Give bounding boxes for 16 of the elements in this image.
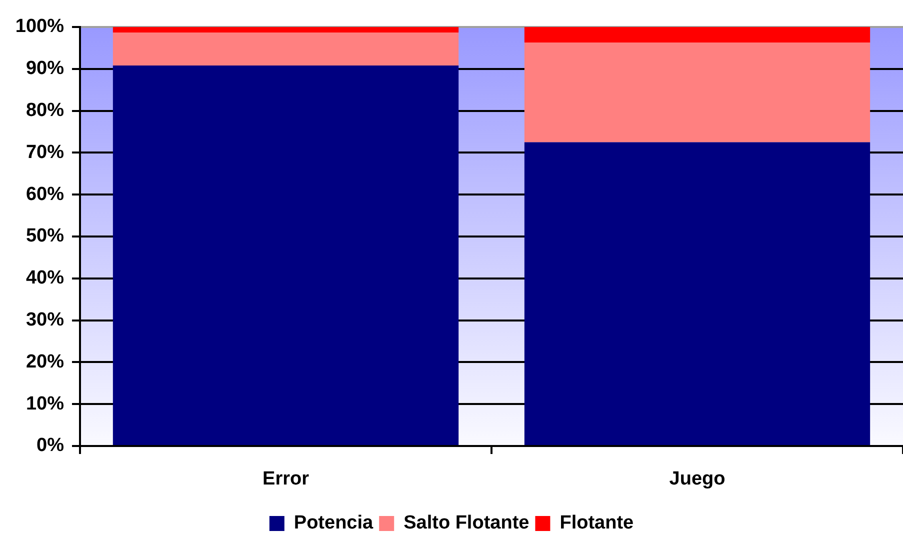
y-tick-label: 30%: [26, 310, 64, 331]
y-tick-label: 60%: [26, 184, 64, 205]
x-tick-label: Juego: [669, 468, 726, 490]
y-tick-label: 40%: [26, 268, 64, 289]
legend-label: Salto Flotante: [404, 512, 530, 534]
y-tick-label: 100%: [15, 16, 64, 38]
y-tick-label: 0%: [36, 435, 64, 456]
y-tick-label: 90%: [26, 58, 64, 80]
y-tick-label: 80%: [26, 100, 64, 122]
y-tick-label: 50%: [26, 226, 64, 247]
x-tick-label: Error: [262, 468, 310, 490]
y-tick-label: 10%: [26, 393, 64, 414]
y-tick-label: 20%: [26, 351, 64, 372]
y-tick-label: 70%: [26, 142, 64, 163]
legend-label: Potencia: [294, 512, 374, 534]
legend-label: Flotante: [560, 512, 634, 534]
